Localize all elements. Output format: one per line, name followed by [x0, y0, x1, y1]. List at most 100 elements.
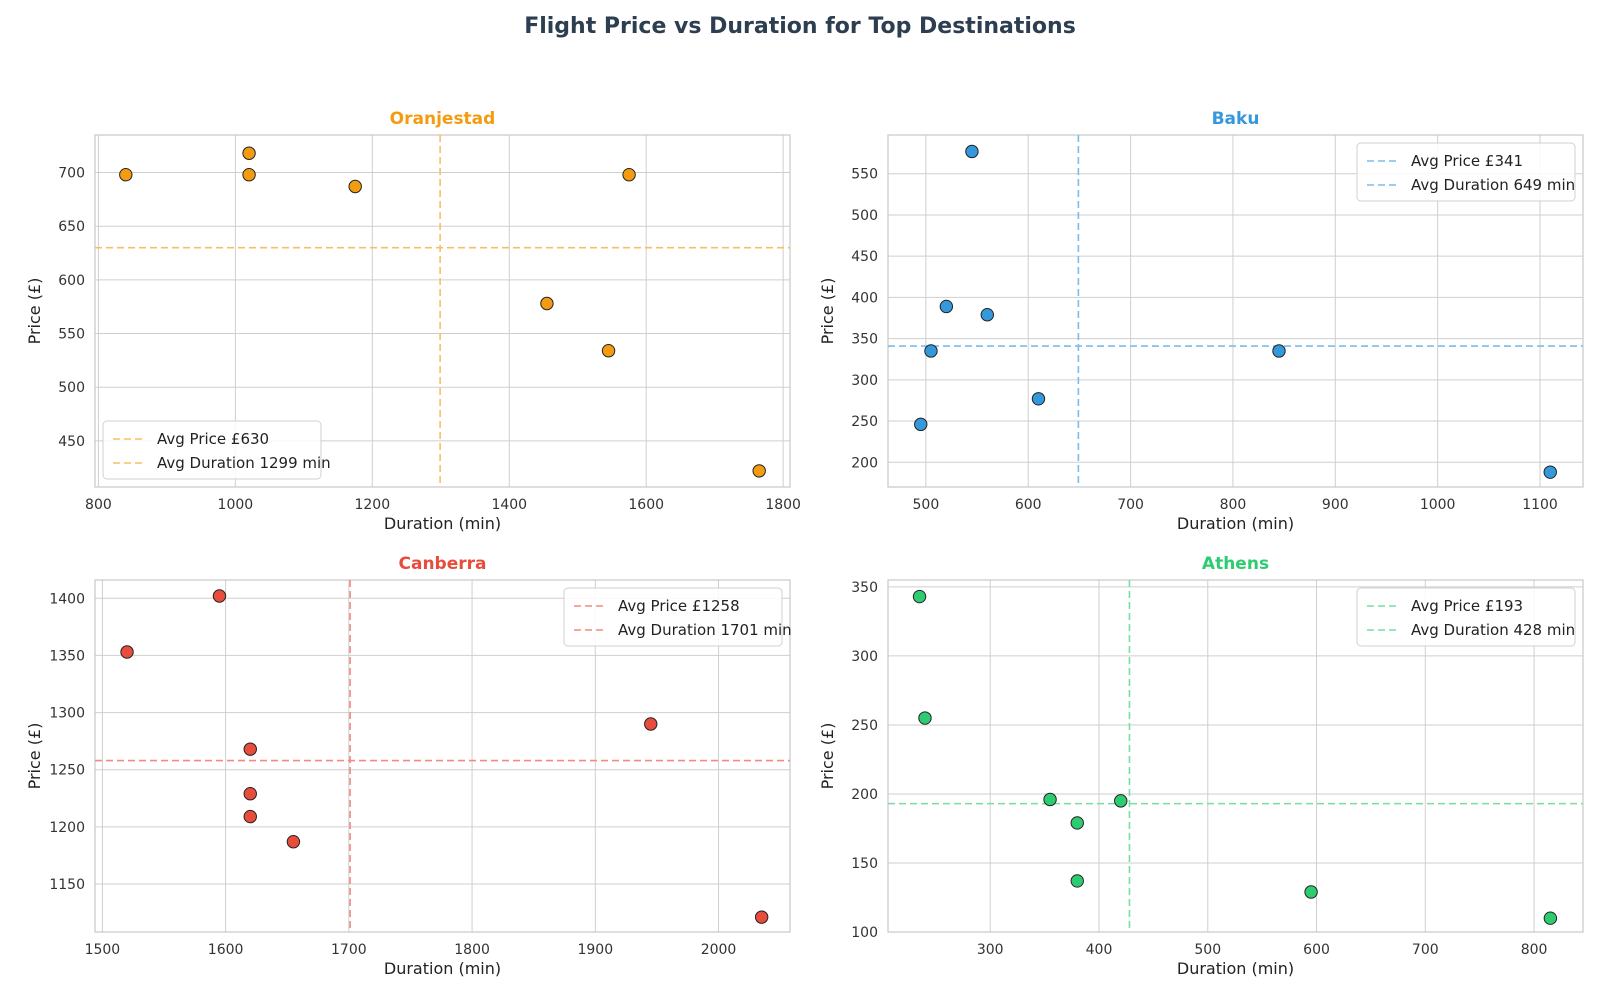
x-tick-label: 600 — [1015, 497, 1042, 513]
x-tick-label: 500 — [913, 497, 940, 513]
subplot-title: Canberra — [399, 554, 487, 574]
y-tick-label: 300 — [851, 373, 878, 389]
y-tick-label: 550 — [58, 327, 85, 343]
y-tick-label: 200 — [851, 455, 878, 471]
y-axis-label: Price (£) — [818, 723, 837, 790]
x-tick-label: 1400 — [491, 497, 527, 513]
y-tick-label: 1400 — [49, 591, 85, 607]
subplot-baku: 500 600 700 800 900 1000 1100 200 250 300 350 400 45… — [818, 109, 1584, 533]
plot-frame — [94, 579, 791, 933]
data-point — [754, 910, 769, 924]
legend-entry: Avg Price £1258 — [618, 597, 740, 615]
y-tick-label: 1300 — [49, 706, 85, 722]
data-point — [914, 417, 928, 432]
data-point — [243, 809, 257, 824]
y-tick-label: 600 — [58, 273, 85, 289]
data-point — [243, 742, 257, 756]
data-point — [243, 787, 257, 801]
x-tick-label: 500 — [1194, 942, 1221, 958]
legend-entry: Avg Duration 1701 min — [618, 621, 792, 639]
data-point — [912, 589, 927, 604]
legend-entry: Avg Price £193 — [1411, 597, 1523, 615]
subplot-athens: 300 400 500 600 700 800 100 150 200 250 300 350 Athe… — [818, 554, 1584, 978]
data-point — [540, 296, 554, 311]
legend: Avg Price £630 Avg Duration 1299 min — [102, 420, 331, 480]
data-point — [1304, 885, 1318, 899]
legend: Avg Price £1258 Avg Duration 1701 min — [563, 587, 792, 647]
x-axis-label: Duration (min) — [384, 514, 501, 533]
x-tick-label: 700 — [1117, 497, 1144, 513]
x-tick-label: 1900 — [577, 942, 613, 958]
x-tick-label: 700 — [1412, 942, 1439, 958]
x-tick-label: 800 — [1521, 942, 1548, 958]
x-tick-label: 400 — [1086, 942, 1113, 958]
y-tick-label: 100 — [851, 925, 878, 941]
data-point — [924, 344, 938, 358]
y-tick-label: 1350 — [49, 648, 85, 664]
x-axis-label: Duration (min) — [1177, 959, 1294, 978]
data-point — [1543, 465, 1557, 479]
x-tick-label: 800 — [1220, 497, 1247, 513]
y-axis-label: Price (£) — [25, 278, 44, 345]
data-point — [1070, 816, 1084, 830]
data-point — [119, 168, 133, 182]
data-point — [120, 645, 134, 659]
legend-box — [1356, 142, 1576, 202]
legend-box — [1356, 587, 1576, 647]
y-tick-label: 200 — [851, 787, 878, 803]
plot-frame — [887, 134, 1584, 488]
data-point — [1031, 392, 1046, 406]
data-point — [752, 464, 766, 478]
legend-entry: Avg Price £630 — [157, 430, 269, 448]
legend-entry: Avg Duration 428 min — [1411, 621, 1575, 639]
legend-box — [102, 420, 322, 480]
x-tick-label: 900 — [1322, 497, 1349, 513]
y-tick-label: 500 — [58, 380, 85, 396]
y-tick-label: 500 — [851, 208, 878, 224]
data-point — [918, 711, 932, 725]
y-tick-label: 350 — [851, 332, 878, 348]
subplot-title: Athens — [1202, 554, 1269, 574]
x-tick-label: 600 — [1303, 942, 1330, 958]
y-tick-label: 1150 — [49, 877, 85, 893]
y-tick-label: 650 — [58, 219, 85, 235]
x-axis-label: Duration (min) — [1177, 514, 1294, 533]
y-tick-label: 450 — [58, 434, 85, 450]
y-tick-label: 1250 — [49, 763, 85, 779]
y-tick-label: 300 — [851, 649, 878, 665]
x-tick-label: 1700 — [331, 942, 367, 958]
data-point — [1543, 911, 1558, 925]
subplot-title: Baku — [1212, 109, 1260, 129]
legend-box — [563, 587, 783, 647]
subplot-canberra: 1500 1600 1700 1800 1900 2000 1150 1200 1250 1300… — [25, 554, 792, 978]
data-point — [242, 146, 256, 160]
data-point — [601, 344, 616, 358]
legend-entry: Avg Price £341 — [1411, 152, 1523, 170]
y-axis-label: Price (£) — [25, 723, 44, 790]
x-tick-label: 1600 — [628, 497, 664, 513]
x-tick-label: 1600 — [208, 942, 244, 958]
figure-title: Flight Price vs Duration for Top Destina… — [524, 14, 1076, 39]
data-point — [1114, 794, 1128, 808]
x-tick-label: 1000 — [1420, 497, 1456, 513]
x-tick-label: 1800 — [454, 942, 490, 958]
y-tick-label: 150 — [851, 856, 878, 872]
data-point — [644, 717, 658, 731]
plot-frame — [94, 134, 791, 488]
y-tick-label: 400 — [851, 290, 878, 306]
data-point — [348, 179, 362, 194]
y-tick-label: 350 — [851, 580, 878, 596]
x-tick-label: 2000 — [701, 942, 737, 958]
data-point — [980, 308, 994, 322]
y-tick-label: 550 — [851, 167, 878, 183]
y-tick-label: 450 — [851, 249, 878, 265]
data-point — [622, 168, 636, 182]
legend: Avg Price £193 Avg Duration 428 min — [1356, 587, 1576, 647]
x-tick-label: 1000 — [218, 497, 254, 513]
x-tick-label: 1100 — [1522, 497, 1558, 513]
legend-entry: Avg Duration 1299 min — [157, 454, 331, 472]
x-axis-label: Duration (min) — [384, 959, 501, 978]
y-tick-label: 700 — [58, 166, 85, 182]
